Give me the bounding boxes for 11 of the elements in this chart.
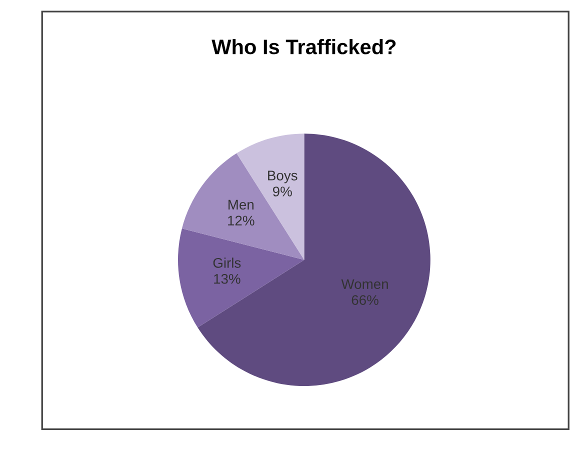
slice-label: Women [341, 279, 388, 290]
data-label: 13% [214, 274, 240, 284]
chart-title: Who Is Trafficked? [212, 39, 396, 54]
slice-label: Girls [213, 258, 241, 268]
data-label: 12% [228, 216, 254, 226]
slice-label: Boys [268, 170, 298, 184]
data-label: 66% [352, 295, 378, 305]
pie-slice [198, 134, 430, 386]
data-label: 9% [272, 186, 292, 196]
slice-label: Men [228, 200, 254, 210]
pie-slice [178, 228, 304, 328]
